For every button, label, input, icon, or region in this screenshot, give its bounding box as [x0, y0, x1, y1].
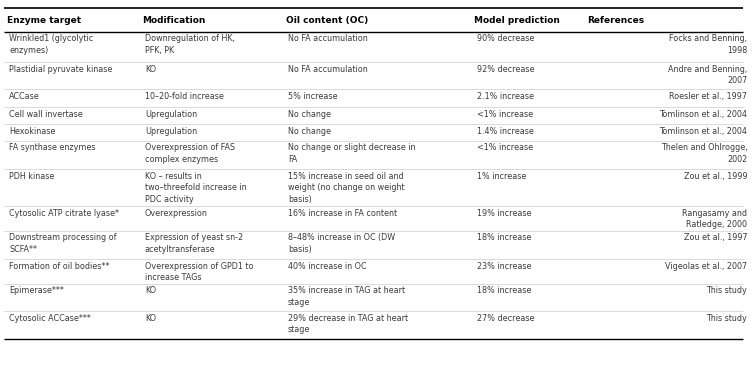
Text: 18% increase: 18% increase: [477, 233, 531, 242]
Text: References: References: [587, 15, 645, 25]
Text: Cytosolic ATP citrate lyase*: Cytosolic ATP citrate lyase*: [9, 209, 119, 218]
Text: PDH kinase: PDH kinase: [9, 172, 54, 181]
Text: 2.1% increase: 2.1% increase: [477, 92, 534, 101]
Text: 35% increase in TAG at heart
stage: 35% increase in TAG at heart stage: [288, 286, 405, 307]
Text: Zou et al., 1997: Zou et al., 1997: [684, 233, 747, 242]
Text: This study: This study: [706, 314, 747, 323]
Text: Overexpression: Overexpression: [145, 209, 207, 218]
Text: 16% increase in FA content: 16% increase in FA content: [288, 209, 397, 218]
Text: 92% decrease: 92% decrease: [477, 65, 534, 74]
Text: 29% decrease in TAG at heart
stage: 29% decrease in TAG at heart stage: [288, 314, 408, 334]
Text: Plastidial pyruvate kinase: Plastidial pyruvate kinase: [9, 65, 112, 74]
Text: Focks and Benning,
1998: Focks and Benning, 1998: [670, 34, 747, 55]
Text: 40% increase in OC: 40% increase in OC: [288, 262, 366, 271]
Text: No FA accumulation: No FA accumulation: [288, 65, 368, 74]
Text: Thelen and Ohlrogge,
2002: Thelen and Ohlrogge, 2002: [661, 143, 747, 164]
Text: Oil content (OC): Oil content (OC): [286, 15, 368, 25]
Text: Andre and Benning,
2007: Andre and Benning, 2007: [668, 65, 747, 85]
Text: ACCase: ACCase: [9, 92, 40, 101]
Text: This study: This study: [706, 286, 747, 295]
Text: Vigeolas et al., 2007: Vigeolas et al., 2007: [665, 262, 747, 271]
Text: 15% increase in seed oil and
weight (no change on weight
basis): 15% increase in seed oil and weight (no …: [288, 172, 405, 203]
Text: <1% increase: <1% increase: [477, 143, 532, 152]
Text: Roesler et al., 1997: Roesler et al., 1997: [670, 92, 747, 101]
Text: 23% increase: 23% increase: [477, 262, 531, 271]
Text: Wrinkled1 (glycolytic
enzymes): Wrinkled1 (glycolytic enzymes): [9, 34, 93, 55]
Text: KO – results in
two–threefold increase in
PDC activity: KO – results in two–threefold increase i…: [145, 172, 247, 203]
Text: KO: KO: [145, 314, 156, 323]
Text: Modification: Modification: [143, 15, 206, 25]
Text: No change: No change: [288, 127, 331, 136]
Text: Formation of oil bodies**: Formation of oil bodies**: [9, 262, 109, 271]
Text: FA synthase enzymes: FA synthase enzymes: [9, 143, 96, 152]
Text: 18% increase: 18% increase: [477, 286, 531, 295]
Text: KO: KO: [145, 65, 156, 74]
Text: Rangasamy and
Ratledge, 2000: Rangasamy and Ratledge, 2000: [682, 209, 747, 229]
Text: No change or slight decrease in
FA: No change or slight decrease in FA: [288, 143, 415, 164]
Text: Model prediction: Model prediction: [474, 15, 560, 25]
Text: Expression of yeast sn-2
acetyltransferase: Expression of yeast sn-2 acetyltransfera…: [145, 233, 243, 254]
Text: Upregulation: Upregulation: [145, 110, 197, 119]
Text: 1% increase: 1% increase: [477, 172, 526, 181]
Text: Downstream processing of
SCFA**: Downstream processing of SCFA**: [9, 233, 117, 254]
Text: Overexpression of GPD1 to
increase TAGs: Overexpression of GPD1 to increase TAGs: [145, 262, 253, 282]
Text: <1% increase: <1% increase: [477, 110, 532, 119]
Text: 1.4% increase: 1.4% increase: [477, 127, 533, 136]
Text: Zou et al., 1999: Zou et al., 1999: [684, 172, 747, 181]
Text: Hexokinase: Hexokinase: [9, 127, 56, 136]
Text: Tomlinson et al., 2004: Tomlinson et al., 2004: [659, 110, 747, 119]
Text: No FA accumulation: No FA accumulation: [288, 34, 368, 43]
Text: 8–48% increase in OC (DW
basis): 8–48% increase in OC (DW basis): [288, 233, 395, 254]
Text: 10–20-fold increase: 10–20-fold increase: [145, 92, 224, 101]
Text: Epimerase***: Epimerase***: [9, 286, 64, 295]
Text: Cell wall invertase: Cell wall invertase: [9, 110, 83, 119]
Text: KO: KO: [145, 286, 156, 295]
Text: Tomlinson et al., 2004: Tomlinson et al., 2004: [659, 127, 747, 136]
Text: Cytosolic ACCase***: Cytosolic ACCase***: [9, 314, 91, 323]
Text: Enzyme target: Enzyme target: [7, 15, 81, 25]
Text: Overexpression of FAS
complex enzymes: Overexpression of FAS complex enzymes: [145, 143, 235, 164]
Text: Upregulation: Upregulation: [145, 127, 197, 136]
Text: 5% increase: 5% increase: [288, 92, 338, 101]
Text: No change: No change: [288, 110, 331, 119]
Text: Downregulation of HK,
PFK, PK: Downregulation of HK, PFK, PK: [145, 34, 234, 55]
Text: 19% increase: 19% increase: [477, 209, 531, 218]
Text: 27% decrease: 27% decrease: [477, 314, 534, 323]
Text: 90% decrease: 90% decrease: [477, 34, 534, 43]
